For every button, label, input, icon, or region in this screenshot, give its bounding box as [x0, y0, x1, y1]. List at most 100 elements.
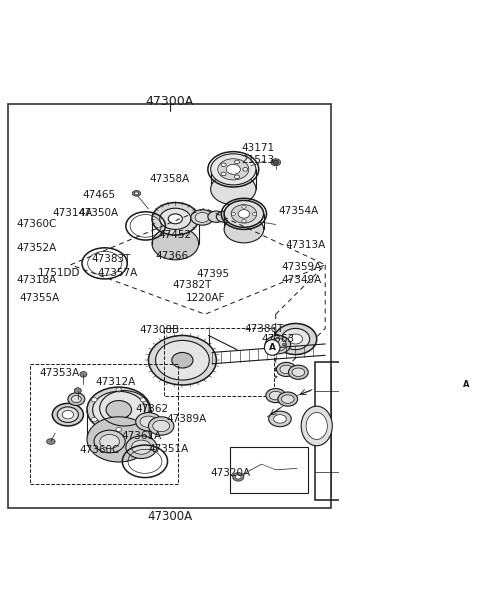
- Ellipse shape: [231, 205, 257, 223]
- Ellipse shape: [221, 172, 226, 176]
- Ellipse shape: [94, 430, 125, 453]
- Ellipse shape: [62, 411, 73, 419]
- Text: 47318A: 47318A: [16, 275, 57, 285]
- Ellipse shape: [274, 415, 287, 423]
- Ellipse shape: [292, 368, 305, 376]
- Text: 47351A: 47351A: [149, 445, 189, 454]
- Ellipse shape: [93, 392, 145, 428]
- Ellipse shape: [438, 371, 444, 377]
- Ellipse shape: [92, 417, 97, 422]
- Ellipse shape: [226, 164, 240, 174]
- Ellipse shape: [269, 339, 287, 351]
- Text: 47361A: 47361A: [121, 431, 162, 442]
- Ellipse shape: [160, 208, 191, 229]
- Ellipse shape: [100, 434, 120, 448]
- Bar: [30, 364, 178, 484]
- Ellipse shape: [269, 411, 291, 426]
- Ellipse shape: [116, 388, 121, 392]
- Ellipse shape: [273, 348, 276, 350]
- Ellipse shape: [224, 201, 264, 228]
- Ellipse shape: [211, 174, 256, 205]
- Ellipse shape: [106, 401, 132, 419]
- Ellipse shape: [238, 210, 250, 218]
- Ellipse shape: [224, 216, 264, 243]
- Text: A: A: [269, 343, 276, 352]
- Text: 47452: 47452: [159, 230, 192, 240]
- Ellipse shape: [208, 211, 225, 223]
- Ellipse shape: [126, 436, 157, 459]
- Ellipse shape: [273, 339, 276, 342]
- Ellipse shape: [191, 210, 214, 225]
- Ellipse shape: [68, 393, 85, 406]
- Ellipse shape: [134, 192, 139, 195]
- Ellipse shape: [278, 392, 298, 406]
- Ellipse shape: [195, 212, 209, 223]
- Text: 47352A: 47352A: [16, 243, 57, 253]
- Text: 47363: 47363: [261, 334, 294, 344]
- Ellipse shape: [231, 212, 235, 215]
- Text: 47359A: 47359A: [282, 262, 322, 272]
- Ellipse shape: [271, 159, 281, 166]
- Text: 47366: 47366: [156, 251, 189, 261]
- Ellipse shape: [153, 420, 169, 432]
- Ellipse shape: [281, 328, 310, 350]
- Ellipse shape: [211, 154, 256, 185]
- Text: 47320A: 47320A: [210, 468, 251, 478]
- Text: 47308B: 47308B: [139, 325, 179, 334]
- Ellipse shape: [47, 439, 55, 444]
- Ellipse shape: [74, 388, 81, 393]
- Ellipse shape: [243, 168, 248, 171]
- Ellipse shape: [221, 163, 226, 167]
- Text: 47357A: 47357A: [98, 268, 138, 278]
- Ellipse shape: [72, 395, 81, 403]
- Text: 47300A: 47300A: [147, 510, 192, 523]
- Ellipse shape: [252, 212, 257, 215]
- Ellipse shape: [435, 393, 463, 433]
- Ellipse shape: [396, 408, 424, 443]
- Text: A: A: [463, 381, 470, 389]
- Ellipse shape: [440, 401, 458, 426]
- Ellipse shape: [136, 412, 161, 431]
- Ellipse shape: [288, 334, 302, 344]
- Ellipse shape: [301, 406, 332, 446]
- Text: 47382T: 47382T: [172, 280, 212, 290]
- Text: 47350A: 47350A: [79, 208, 119, 218]
- Text: 21513: 21513: [241, 155, 274, 165]
- Ellipse shape: [87, 417, 151, 462]
- Ellipse shape: [266, 389, 286, 403]
- Ellipse shape: [280, 365, 293, 374]
- Text: 47314A: 47314A: [53, 208, 93, 218]
- Bar: [164, 328, 274, 395]
- Text: 47312A: 47312A: [95, 377, 135, 387]
- Ellipse shape: [52, 403, 84, 426]
- Text: 47360C: 47360C: [16, 219, 57, 229]
- Ellipse shape: [132, 440, 151, 454]
- Ellipse shape: [273, 160, 278, 164]
- Ellipse shape: [439, 392, 449, 399]
- Ellipse shape: [57, 407, 78, 423]
- Text: 47353A: 47353A: [39, 368, 79, 378]
- Ellipse shape: [380, 389, 440, 463]
- Ellipse shape: [168, 214, 182, 224]
- Ellipse shape: [152, 203, 199, 235]
- Ellipse shape: [132, 190, 141, 196]
- Text: 47313A: 47313A: [285, 240, 325, 251]
- Ellipse shape: [235, 160, 240, 163]
- Ellipse shape: [152, 228, 199, 260]
- Text: 47389A: 47389A: [166, 414, 206, 424]
- Text: 47465: 47465: [82, 190, 115, 200]
- Text: 47300A: 47300A: [145, 95, 194, 108]
- Text: 47358A: 47358A: [149, 174, 190, 184]
- Text: 47349A: 47349A: [282, 275, 322, 285]
- Ellipse shape: [80, 371, 87, 377]
- Ellipse shape: [172, 353, 193, 368]
- Ellipse shape: [235, 475, 241, 479]
- Text: 1751DD: 1751DD: [37, 268, 80, 278]
- Ellipse shape: [235, 175, 240, 179]
- Ellipse shape: [141, 398, 146, 402]
- Circle shape: [264, 340, 280, 355]
- Ellipse shape: [140, 416, 157, 428]
- Ellipse shape: [276, 362, 296, 376]
- Ellipse shape: [233, 473, 244, 481]
- Ellipse shape: [265, 336, 290, 354]
